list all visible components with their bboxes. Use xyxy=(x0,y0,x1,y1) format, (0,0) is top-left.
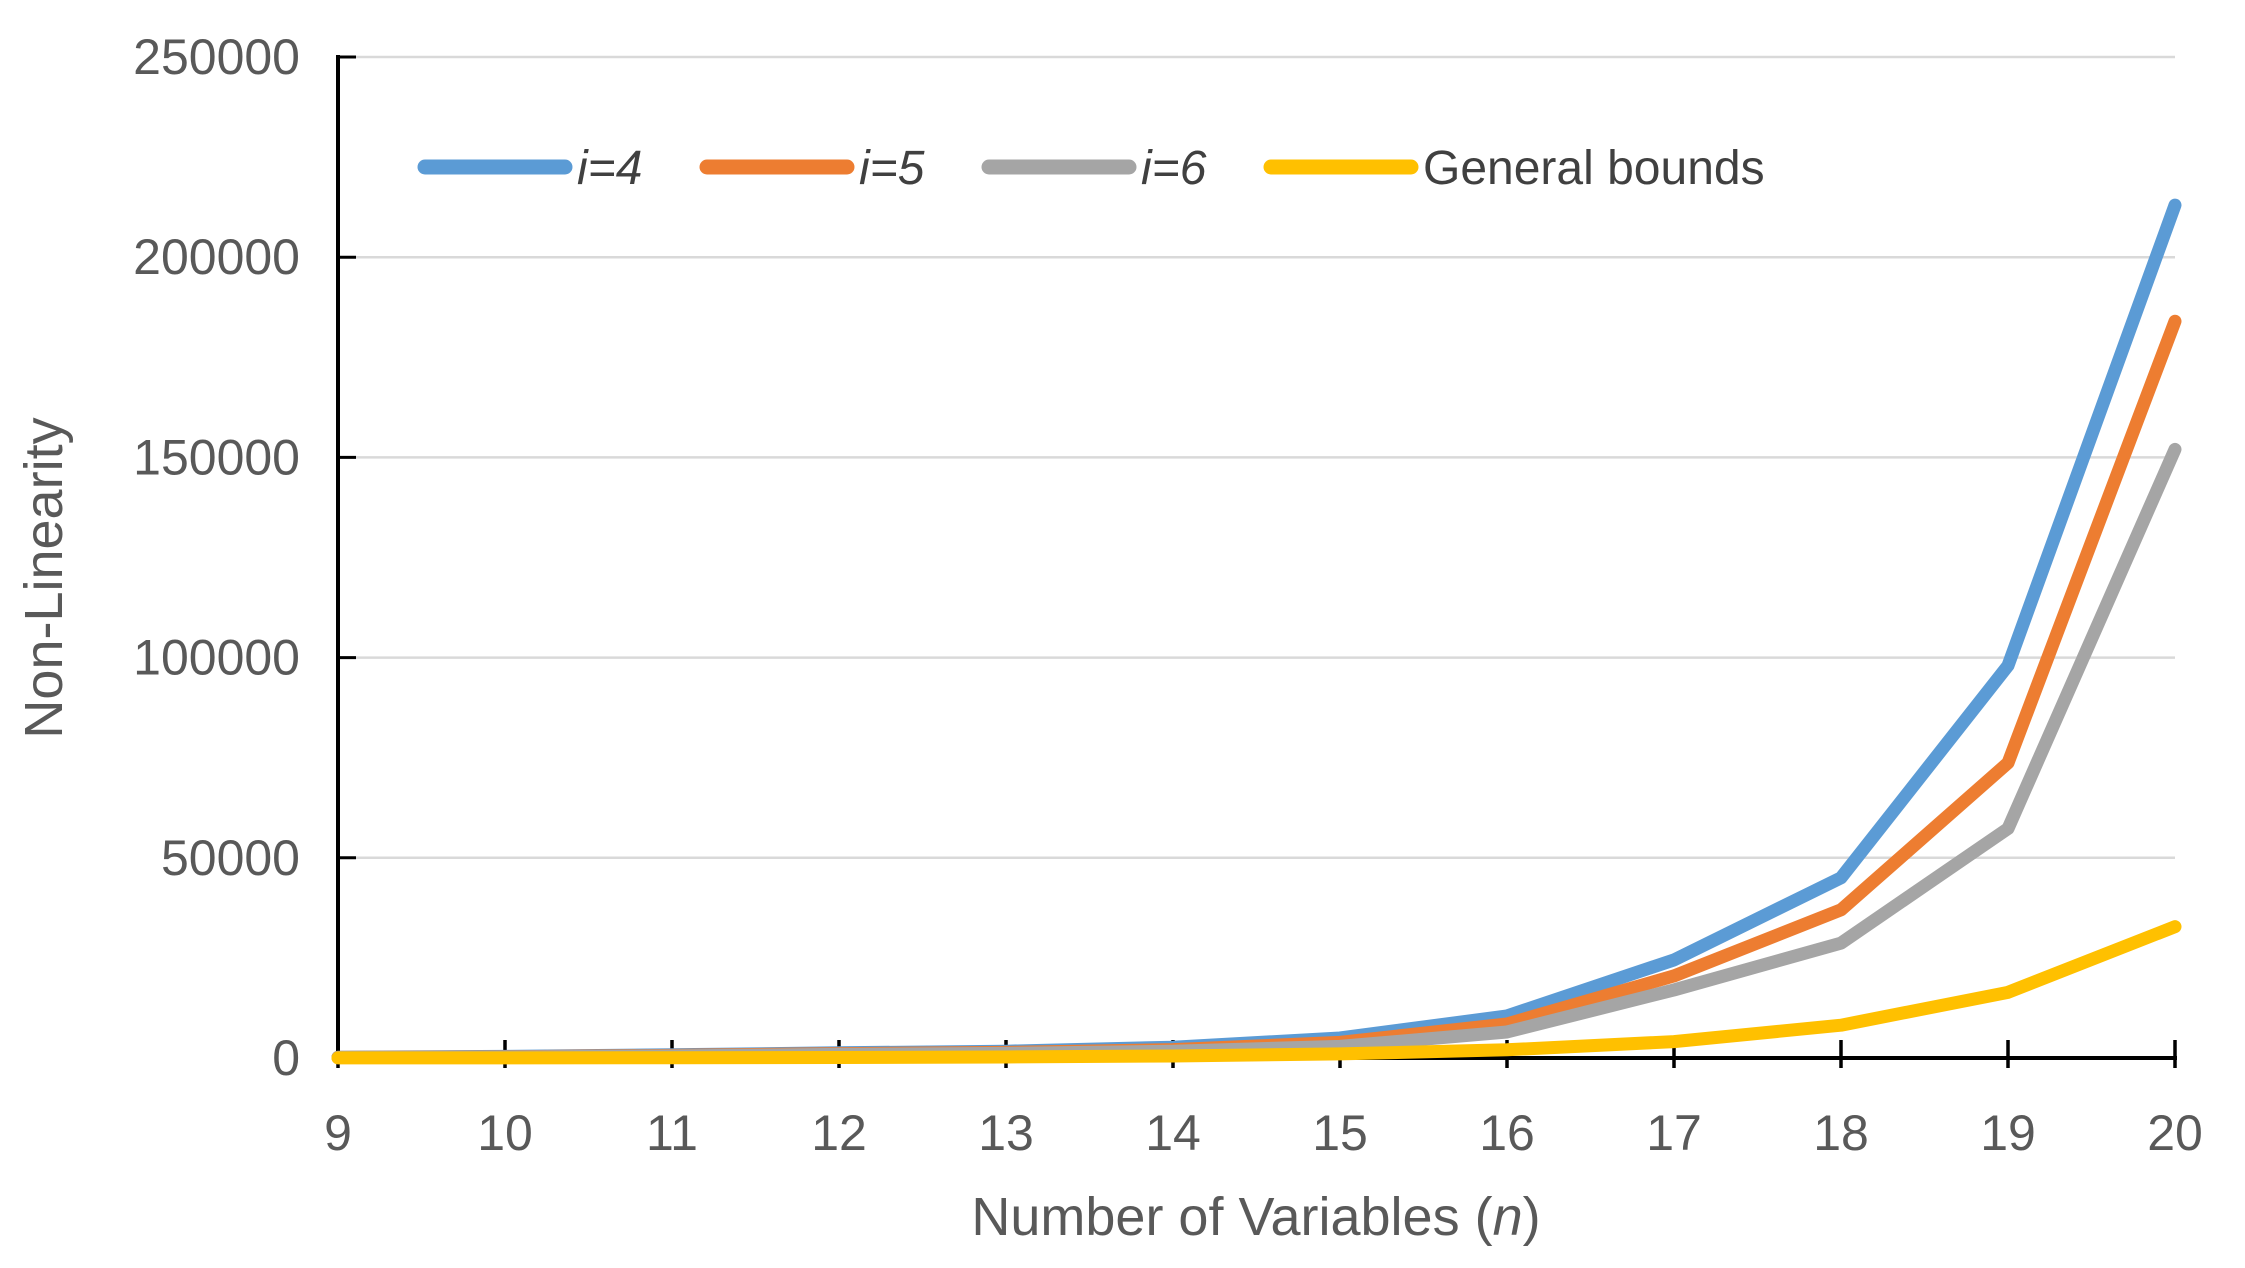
x-axis-title-suffix: ) xyxy=(1523,1187,1541,1247)
y-tick-label: 100000 xyxy=(133,630,300,686)
x-tick-label: 9 xyxy=(324,1105,352,1161)
x-tick-label: 11 xyxy=(646,1105,698,1161)
x-tick-label: 18 xyxy=(1813,1105,1869,1161)
y-tick-label: 200000 xyxy=(133,229,300,285)
x-tick-label: 13 xyxy=(978,1105,1034,1161)
x-tick-label: 14 xyxy=(1145,1105,1201,1161)
series-line-i-4 xyxy=(331,198,2182,1064)
gridlines-layer xyxy=(338,55,2175,860)
x-tick-label: 12 xyxy=(811,1105,867,1161)
y-tick-label: 150000 xyxy=(133,429,300,485)
y-tick-label: 250000 xyxy=(133,29,300,85)
x-axis-title: Number of Variables (n) xyxy=(971,1187,1540,1247)
legend-label-i-6: i=6 xyxy=(1141,142,1207,195)
x-tick-label: 10 xyxy=(477,1105,533,1161)
series-lines-layer xyxy=(331,198,2182,1065)
x-tick-label: 19 xyxy=(1980,1105,2036,1161)
legend-label-general-bounds: General bounds xyxy=(1423,142,1765,195)
y-tick-label: 0 xyxy=(272,1030,300,1086)
tick-labels-layer: 0 50000 100000 150000 200000 250000 9 10 11 12 13 1… xyxy=(133,29,2203,1161)
y-tick-label: 50000 xyxy=(161,830,300,886)
legend-label-i-5: i=5 xyxy=(859,142,925,195)
series-line-i-5 xyxy=(331,314,2182,1064)
ticks-layer xyxy=(336,55,2177,1068)
series-line-general-bounds xyxy=(331,920,2182,1065)
x-tick-label: 20 xyxy=(2147,1105,2203,1161)
legend-layer: i=4 i=5 i=6 General bounds xyxy=(417,142,1765,195)
x-tick-label: 15 xyxy=(1312,1105,1368,1161)
legend-label-i-4: i=4 xyxy=(577,142,642,195)
y-axis-title: Non-Linearity xyxy=(14,417,74,738)
x-tick-label: 17 xyxy=(1646,1105,1702,1161)
x-axis-title-prefix: Number of Variables ( xyxy=(971,1187,1492,1247)
x-tick-label: 16 xyxy=(1479,1105,1535,1161)
x-axis-title-variable: n xyxy=(1493,1187,1523,1247)
series-line-i-6 xyxy=(331,442,2182,1064)
